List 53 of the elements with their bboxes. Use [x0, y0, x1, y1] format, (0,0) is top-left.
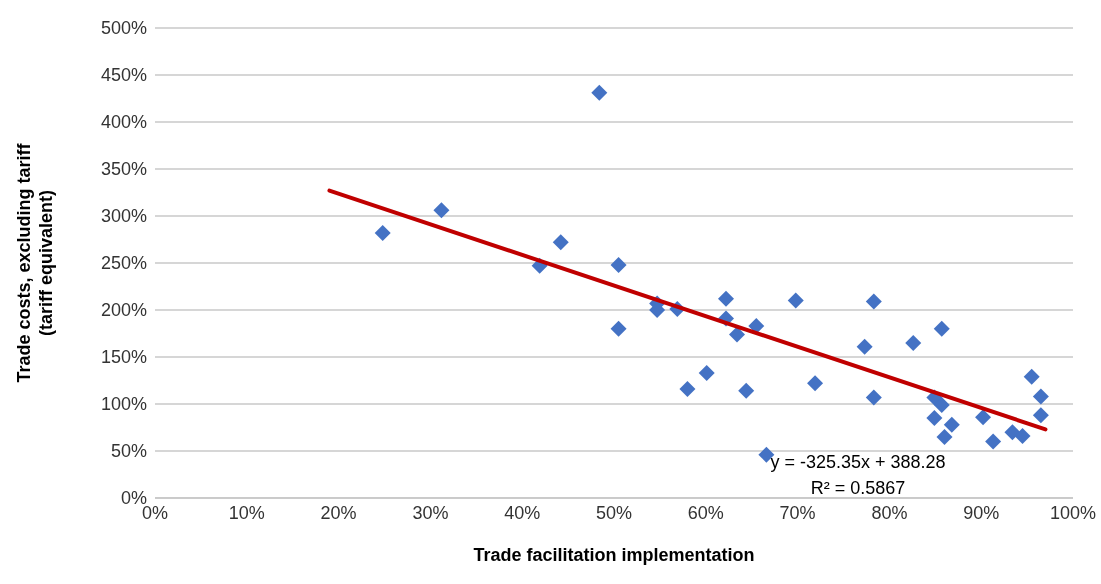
point — [905, 334, 922, 351]
point — [936, 428, 953, 445]
x-tick-label: 50% — [595, 502, 633, 523]
point — [975, 409, 992, 426]
point — [787, 292, 804, 309]
y-tick-label: 350% — [100, 159, 147, 180]
point — [865, 293, 882, 310]
x-axis-title: Trade facilitation implementation — [473, 544, 755, 565]
x-tick-label: 90% — [963, 502, 1000, 523]
point — [1014, 427, 1031, 444]
x-tick-label: 40% — [504, 502, 541, 523]
y-tick-label: 100% — [100, 394, 147, 415]
point — [865, 389, 882, 406]
y-tick-label: 150% — [100, 347, 147, 368]
point — [610, 320, 627, 337]
point — [729, 326, 746, 343]
point — [433, 202, 450, 219]
x-tick-label: 70% — [779, 502, 816, 523]
point — [374, 224, 391, 241]
annotation: R² = 0.5867 — [810, 478, 906, 498]
y-axis-title: Trade costs, excluding tariff (tariff equivalent) — [14, 142, 56, 383]
y-tick-label: 50% — [110, 441, 147, 462]
x-tick-label: 20% — [320, 502, 357, 523]
y-tick-label: 300% — [100, 206, 147, 227]
point — [943, 416, 960, 433]
point — [1023, 368, 1040, 385]
point — [1032, 388, 1049, 405]
point — [856, 338, 873, 355]
y-tick-label: 200% — [100, 300, 147, 321]
x-tick-label: 80% — [871, 502, 908, 523]
point — [718, 290, 734, 307]
x-tick-label: 60% — [687, 502, 724, 523]
point — [552, 234, 569, 251]
point — [1032, 407, 1049, 424]
point — [807, 375, 824, 392]
point — [933, 320, 950, 337]
x-tick-label: 10% — [228, 502, 265, 523]
point — [1004, 424, 1021, 441]
y-tick-label: 500% — [100, 18, 147, 39]
x-tick-label: 30% — [412, 502, 449, 523]
point — [610, 256, 627, 273]
y-tick-label: 250% — [100, 253, 147, 274]
point — [926, 410, 943, 427]
point — [985, 433, 1002, 450]
point — [738, 382, 755, 399]
y-tick-label: 400% — [100, 112, 147, 133]
y-tick-label: 450% — [100, 65, 147, 86]
point — [679, 380, 696, 397]
annotation: y = -325.35x + 388.28 — [770, 452, 946, 472]
x-tick-label: 100% — [1049, 502, 1097, 523]
point — [698, 364, 715, 381]
point — [933, 396, 950, 413]
point — [591, 84, 608, 101]
